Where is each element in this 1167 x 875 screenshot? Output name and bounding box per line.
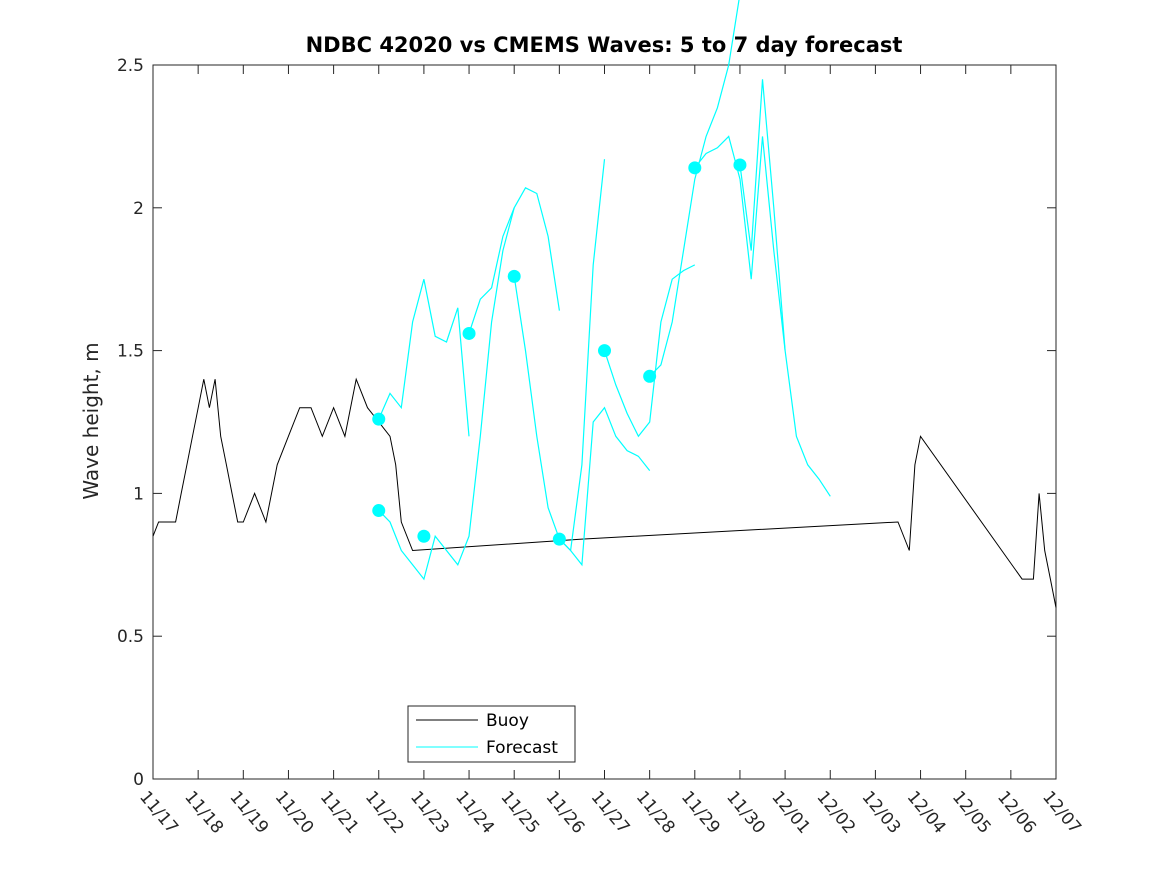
y-tick-label: 1.5: [117, 342, 144, 362]
forecast-marker: [372, 412, 386, 426]
legend: Buoy Forecast: [407, 705, 576, 763]
x-tick-label: 11/25: [496, 787, 543, 837]
x-tick-label: 11/17: [135, 787, 182, 837]
x-tick-label: 11/20: [271, 787, 318, 837]
x-tick-label: 12/03: [858, 787, 905, 837]
x-tick-label: 11/28: [632, 787, 679, 837]
y-axis-label: Wave height, m: [79, 342, 103, 499]
forecast-series-line: [558, 406, 651, 567]
forecast-series-line: [378, 207, 515, 581]
axes-box: [152, 64, 1057, 780]
forecast-series-line: [694, 135, 786, 351]
x-tick-label: 11/30: [722, 787, 769, 837]
legend-buoy-label: Buoy: [486, 711, 529, 731]
forecast-series-line: [739, 79, 831, 497]
x-tick-label: 11/23: [406, 787, 453, 837]
buoy-series-line: [152, 377, 1057, 608]
legend-box: [407, 705, 576, 763]
forecast-marker: [688, 161, 702, 175]
x-tick-label: 12/07: [1038, 787, 1085, 837]
x-tick-label: 12/06: [993, 787, 1040, 837]
y-tick-label: 2.5: [117, 56, 144, 76]
series-layer: [152, 0, 1057, 608]
forecast-marker: [552, 532, 566, 546]
x-tick-label: 11/18: [180, 787, 227, 837]
forecast-marker: [462, 326, 476, 340]
y-tick-label: 2: [133, 199, 144, 219]
forecast-marker: [417, 529, 431, 543]
x-tick-label: 12/02: [812, 787, 859, 837]
y-tick-label: 1: [133, 484, 144, 504]
forecast-series-line: [468, 187, 560, 334]
y-tick-label: 0: [133, 770, 144, 790]
x-tick-label: 11/24: [451, 787, 498, 837]
x-tick-label: 11/21: [316, 787, 363, 837]
y-axis-ticks: 0 0.5 1 1.5 2 2.5: [117, 56, 1056, 790]
forecast-marker: [507, 269, 521, 283]
x-tick-label: 11/27: [587, 787, 634, 837]
forecast-marker: [598, 344, 611, 358]
forecast-marker: [643, 369, 657, 383]
forecast-markers: [372, 158, 747, 546]
forecast-series-line: [378, 279, 470, 437]
legend-forecast-label: Forecast: [486, 738, 558, 758]
y-tick-label: 0.5: [117, 627, 144, 647]
forecast-marker: [733, 158, 747, 172]
chart-title: NDBC 42020 vs CMEMS Waves: 5 to 7 day fo…: [306, 33, 903, 57]
x-tick-label: 12/01: [767, 787, 814, 837]
forecast-series-line: [649, 0, 740, 377]
x-tick-label: 12/05: [948, 787, 995, 837]
x-tick-label: 11/22: [361, 787, 408, 837]
x-tick-label: 11/29: [677, 787, 724, 837]
x-tick-label: 11/26: [542, 787, 589, 837]
forecast-marker: [372, 504, 386, 518]
plot-area: 00.511.522.5 11/1711/1811/1911/2011/2111…: [117, 0, 1085, 838]
x-tick-label: 11/19: [225, 787, 272, 837]
x-tick-label: 12/04: [903, 787, 950, 837]
